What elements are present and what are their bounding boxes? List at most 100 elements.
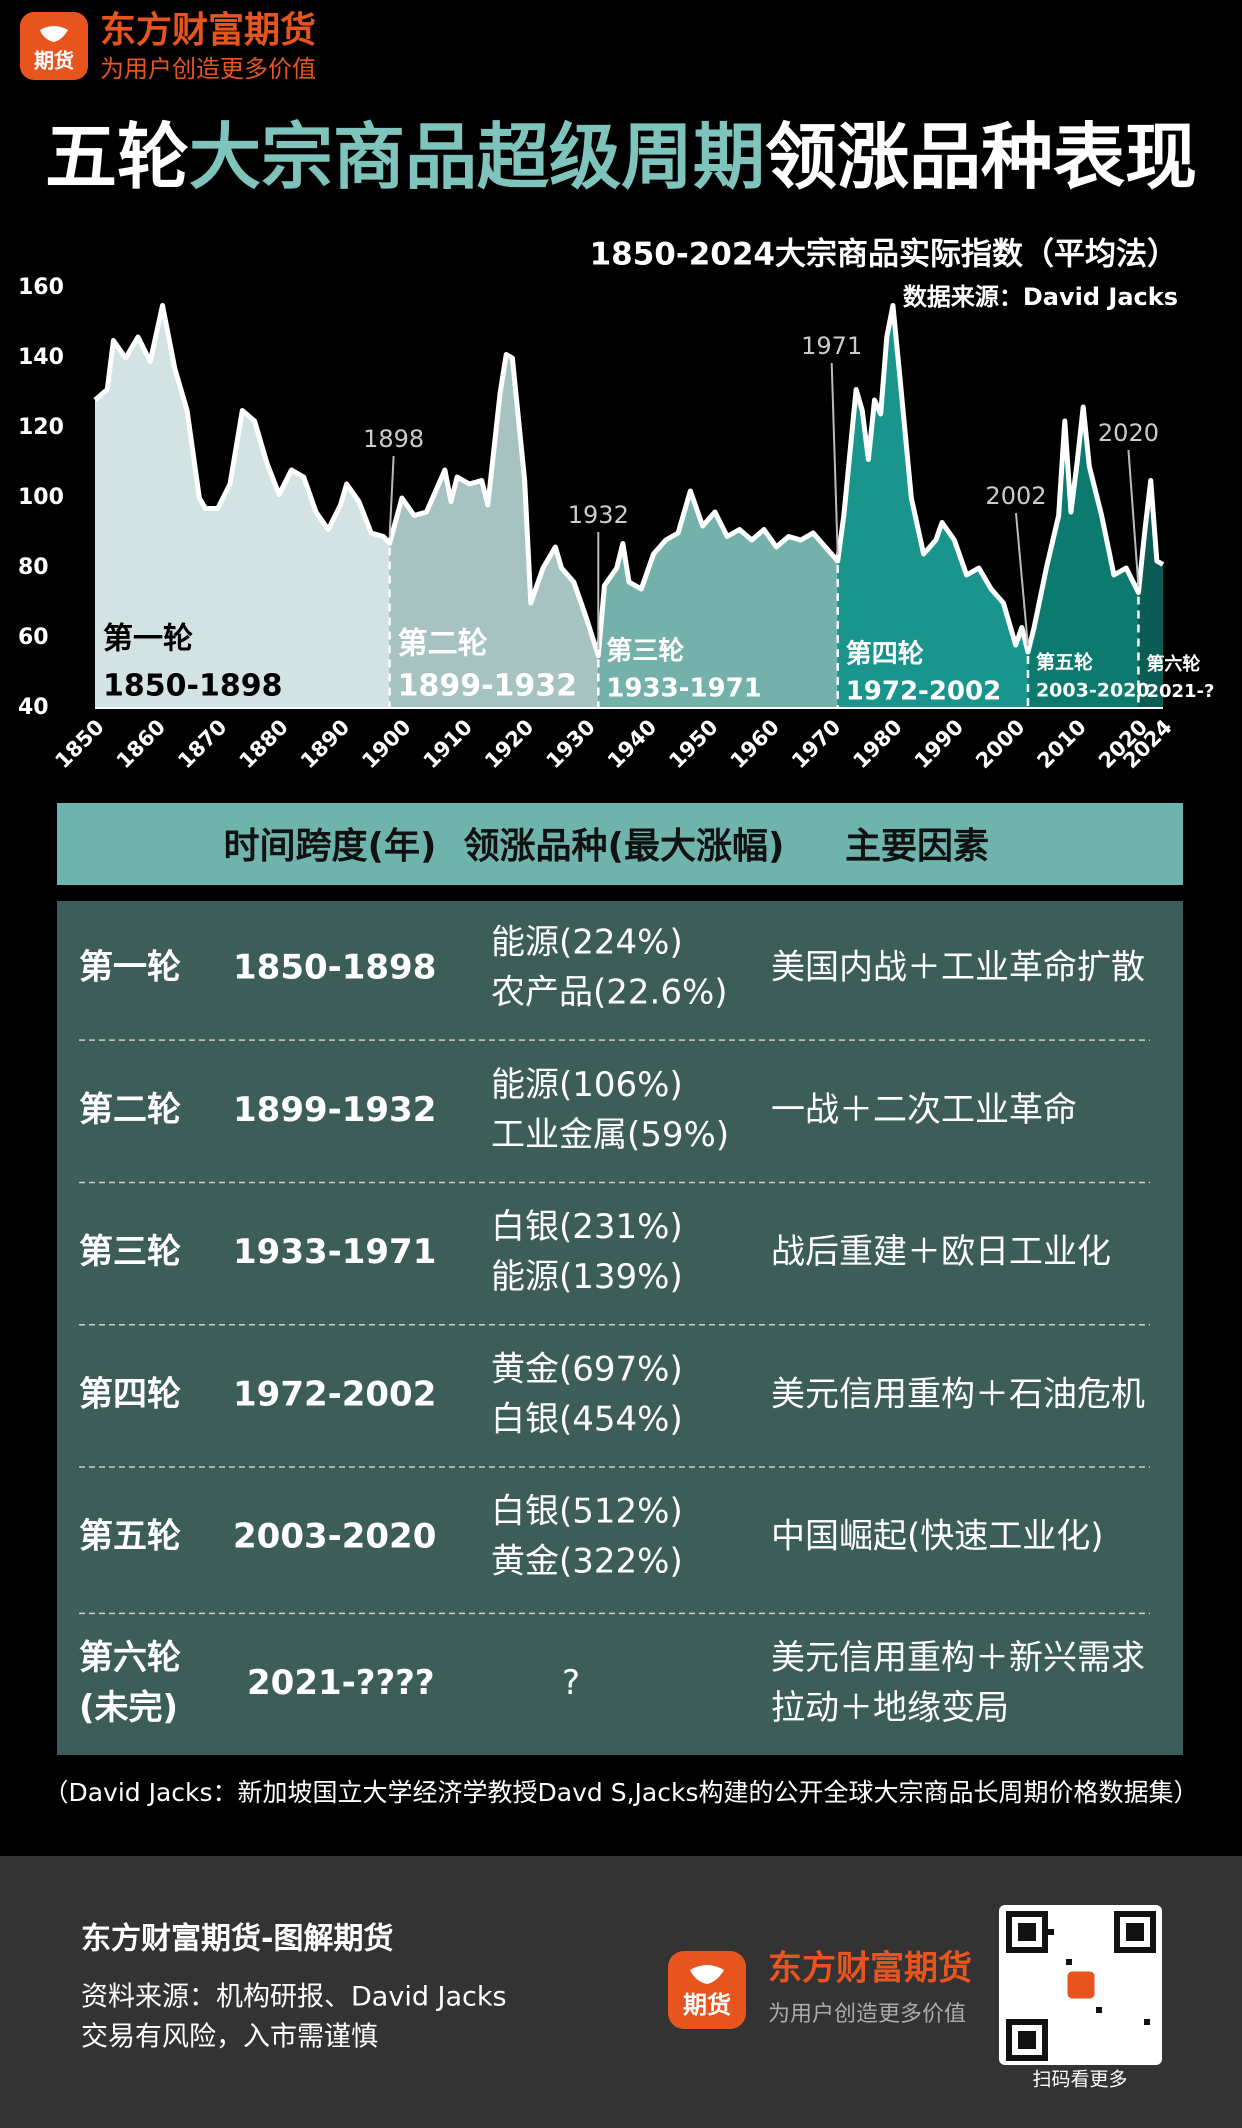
table-cell: 一战＋二次工业革命 [771,1090,1077,1130]
title-part: 五轮 [45,115,189,199]
y-tick-label: 100 [18,485,64,510]
table-cell: 第六轮 [79,1638,181,1678]
logo-text: 期货 [34,49,74,73]
table-cell: 美国内战＋工业革命扩散 [771,948,1145,988]
table-cell: 白银(231%) [491,1207,683,1247]
index-line [93,303,1165,658]
annotation-label: 2002 [985,482,1046,510]
footer-logo-icon [690,1965,724,1984]
era-span: 1972-2002 [846,677,1002,707]
annotation-label: 1898 [363,425,424,453]
footer-logo [668,1951,746,2029]
table-cell: 黄金(322%) [491,1542,683,1582]
title-part: 大宗商品超级周期 [189,115,765,199]
era-name: 第四轮 [846,639,924,670]
table-cell: 拉动＋地缘变局 [771,1688,1009,1728]
table-body [57,901,1183,1755]
annotation-leader [1014,512,1029,647]
qr-module [1096,2007,1102,2013]
annotation-leader [388,455,395,538]
table-header [57,803,1183,885]
chart-subtitle: 数据来源：David Jacks [903,283,1178,311]
qr-caption: 扫码看更多 [1032,2069,1127,2091]
logo [20,12,88,80]
table-cell: 第三轮 [79,1232,181,1272]
table-cell: 能源(139%) [491,1257,683,1297]
brand: 东方财富期货 [100,9,316,51]
era-span: 1933-1971 [606,674,762,704]
table-cell: ? [562,1663,580,1703]
footer-logo-text: 期货 [683,1991,731,2019]
table-cell: 农产品(22.6%) [491,973,728,1013]
table-cell: 第一轮 [79,948,181,988]
table-cell: 能源(224%) [491,923,683,963]
table-cell: 1899-1932 [233,1090,436,1130]
era-name: 第三轮 [606,636,684,667]
y-tick-label: 40 [18,695,49,720]
table-cell: 2003-2020 [233,1517,436,1557]
era-area [95,305,390,708]
annotation-label: 1971 [801,332,862,360]
chart-title: 1850-2024大宗商品实际指数（平均法） [590,237,1178,273]
page-title: 五轮大宗商品超级周期领涨品种表现 [45,115,1197,199]
annotation-label: 1932 [568,501,629,529]
table-cell: 白银(512%) [491,1492,683,1532]
note: （David Jacks：新加坡国立大学经济学教授Davd S,Jacks构建的… [43,1778,1198,1807]
era-name: 第二轮 [398,627,488,662]
table-column-header: 领涨品种(最大涨幅) [464,826,785,867]
era-area [389,354,599,708]
era-span: 2003-2020 [1036,680,1150,702]
table-cell: 黄金(697%) [491,1349,683,1389]
table-cell: 第二轮 [79,1090,181,1130]
table-cell: 1972-2002 [233,1374,436,1414]
annotation-leader [830,362,839,556]
era-area [598,491,838,708]
logo-icon [40,26,68,42]
footer-title: 东方财富期货-图解期货 [81,1922,393,1957]
table-cell: 美元信用重构＋石油危机 [771,1374,1145,1414]
qr-finder [1018,1923,1036,1941]
table-column-header: 时间跨度(年) [224,826,437,867]
table-cell: 能源(106%) [491,1065,683,1105]
era-area [1027,407,1139,708]
table-cell: (未完) [79,1688,178,1728]
y-tick-label: 160 [18,275,64,300]
y-tick-label: 120 [18,415,64,440]
annotation-leader [1127,449,1140,587]
qr-module [1048,1929,1054,1935]
era-area [837,305,1028,708]
y-tick-label: 140 [18,345,64,370]
table-column-header: 主要因素 [845,826,989,867]
era-span: 1899-1932 [398,669,577,704]
qr-finder [1126,1923,1144,1941]
footer-brand: 东方财富期货 [768,1949,972,1989]
table-cell: 白银(454%) [491,1399,683,1439]
qr-module [1066,1959,1072,1965]
table-cell: 工业金属(59%) [491,1115,729,1155]
y-tick-label: 60 [18,625,49,650]
footer-line: 交易有风险，入市需谨慎 [81,2022,378,2053]
era-span: 2021-? [1146,681,1214,702]
table-cell: 2021-???? [247,1663,435,1703]
title-part: 领涨品种表现 [765,115,1197,199]
table-cell: 1933-1971 [233,1232,436,1272]
annotation-label: 2020 [1098,419,1159,447]
qr-logo [1064,1968,1098,2002]
era-span: 1850-1898 [103,669,282,704]
footer-line: 资料来源：机构研报、David Jacks [81,1982,507,2013]
footer-slogan: 为用户创造更多价值 [768,2002,966,2027]
table-cell: 中国崛起(快速工业化) [771,1517,1104,1557]
table-cell: 第五轮 [79,1517,181,1557]
qr-module [1144,2019,1150,2025]
table-cell: 1850-1898 [233,948,436,988]
era-name: 第一轮 [103,622,193,657]
era-name: 第五轮 [1036,651,1093,674]
era-name: 第六轮 [1146,653,1200,675]
table-cell: 战后重建＋欧日工业化 [771,1232,1111,1272]
slogan: 为用户创造更多价值 [100,55,316,83]
qr-finder [1018,2031,1036,2049]
table-cell: 美元信用重构＋新兴需求 [771,1638,1145,1678]
table-cell: 第四轮 [79,1374,181,1414]
y-tick-label: 80 [18,555,49,580]
